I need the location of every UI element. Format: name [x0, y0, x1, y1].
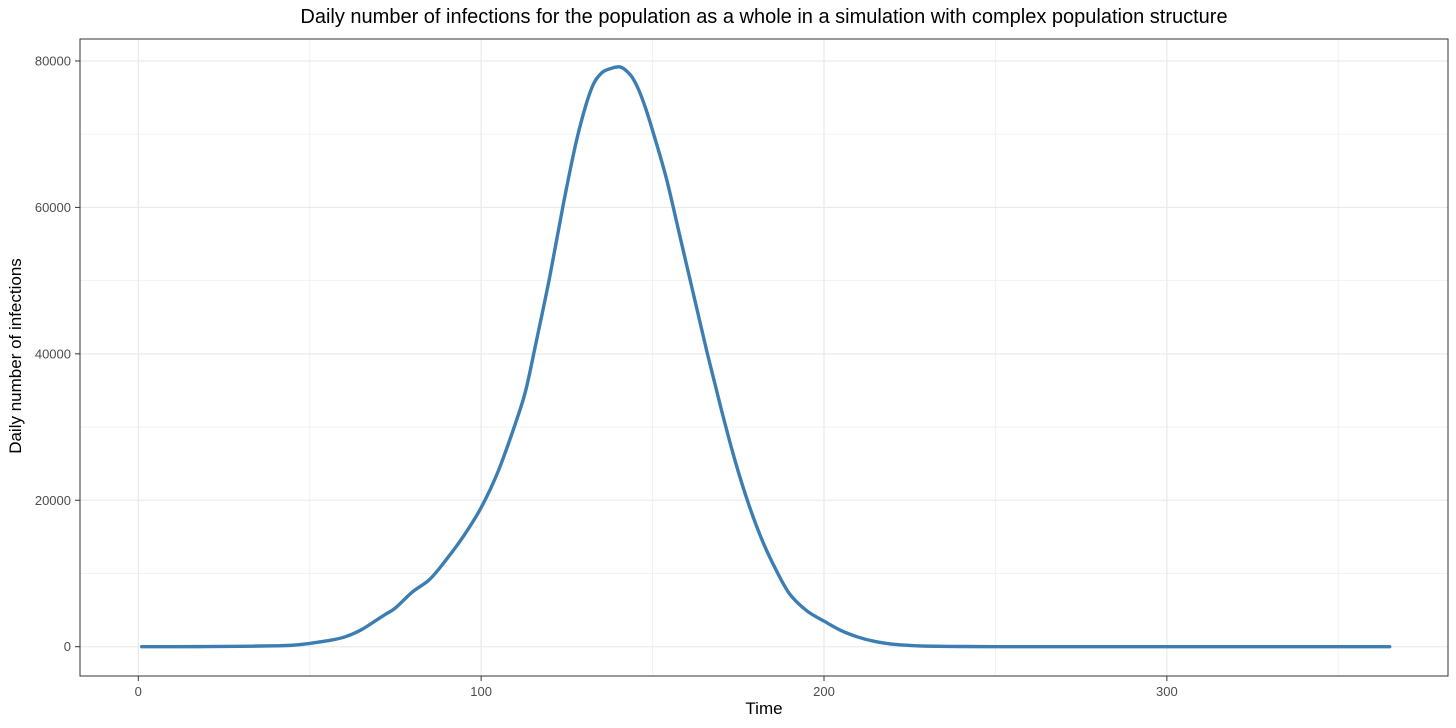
x-axis-title: Time	[745, 699, 783, 718]
x-tick-label: 100	[470, 684, 492, 699]
x-tick-label: 300	[1156, 684, 1178, 699]
minor-gridlines	[80, 39, 1448, 676]
y-tick-label: 60000	[35, 200, 71, 215]
series-layer	[140, 65, 1392, 649]
chart-title: Daily number of infections for the popul…	[300, 6, 1228, 28]
x-tick-label: 0	[135, 684, 142, 699]
axis-ticks: 0 100 200 300 0 20000 40000 60000 80000	[35, 53, 1178, 699]
plot-border	[79, 38, 1449, 677]
y-tick-label: 40000	[35, 346, 71, 361]
y-tick-label: 20000	[35, 493, 71, 508]
y-tick-label: 0	[64, 639, 71, 654]
plot-background	[80, 39, 1448, 676]
infections-series-line	[140, 65, 1392, 649]
y-axis-title: Daily number of infections	[6, 258, 25, 454]
y-tick-label: 80000	[35, 53, 71, 68]
x-tick-label: 200	[813, 684, 835, 699]
